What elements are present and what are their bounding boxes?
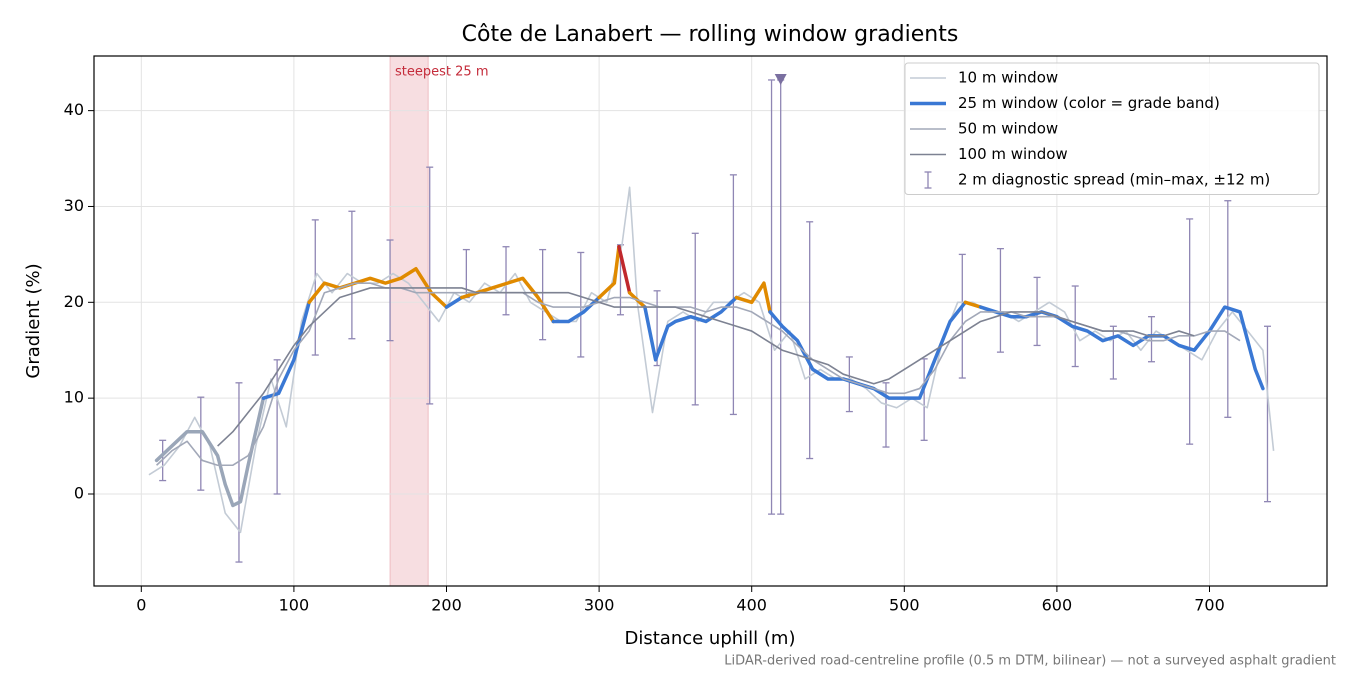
error-bar <box>1263 325 1271 503</box>
legend-label: 25 m window (color = grade band) <box>958 94 1220 112</box>
line-segment <box>643 295 739 362</box>
error-bar <box>386 239 394 342</box>
legend-label: 100 m window <box>958 145 1068 163</box>
error-bar <box>502 246 510 316</box>
line-segment <box>963 300 983 309</box>
marker <box>774 73 787 85</box>
line-segment <box>617 244 632 295</box>
error-bar <box>1109 325 1117 380</box>
error-bar <box>539 248 547 341</box>
y-axis-label: Gradient (%) <box>23 263 44 378</box>
line-segment <box>261 300 311 400</box>
error-bar <box>1186 218 1194 445</box>
y-tick-label: 30 <box>64 196 84 215</box>
error-bar <box>845 356 853 413</box>
x-tick-label: 500 <box>889 596 920 615</box>
footnote: LiDAR-derived road-centreline profile (0… <box>724 654 1336 669</box>
error-bar <box>197 396 205 491</box>
y-tick-label: 20 <box>64 292 84 311</box>
error-bar <box>958 253 966 379</box>
plot-frame <box>93 55 1328 587</box>
x-tick-label: 100 <box>279 596 310 615</box>
x-tick-label: 400 <box>736 596 767 615</box>
error-bar <box>577 251 585 358</box>
error-bar <box>729 174 737 416</box>
x-tick-label: 200 <box>431 596 462 615</box>
legend-label: 10 m window <box>958 69 1058 87</box>
y-tick-label: 0 <box>74 483 84 502</box>
legend-label: 2 m diagnostic spread (min–max, ±12 m) <box>958 171 1270 189</box>
chart-title: Côte de Lanabert — rolling window gradie… <box>462 22 959 47</box>
x-axis-label: Distance uphill (m) <box>625 628 796 649</box>
line-segment <box>307 267 449 309</box>
legend-label: 50 m window <box>958 120 1058 138</box>
error-bar <box>882 382 890 448</box>
error-bar <box>996 247 1004 353</box>
line-segment <box>734 281 772 314</box>
line <box>217 287 1195 447</box>
highlight-span <box>389 55 429 587</box>
x-tick-label: 300 <box>584 596 615 615</box>
highlight-label: steepest 25 m <box>395 65 488 80</box>
x-tick-label: 0 <box>136 596 146 615</box>
x-tick-label: 700 <box>1194 596 1225 615</box>
error-bar <box>1148 316 1156 363</box>
error-bar <box>235 382 243 563</box>
line-segment <box>154 396 266 508</box>
line-segment <box>444 295 464 309</box>
error-bar <box>348 210 356 340</box>
error-bar <box>311 219 319 356</box>
error-bar <box>806 221 814 460</box>
y-tick-label: 40 <box>64 100 84 119</box>
legend-box <box>904 62 1320 195</box>
y-tick-label: 10 <box>64 388 84 407</box>
line-segment <box>597 244 621 300</box>
x-tick-label: 600 <box>1042 596 1073 615</box>
error-bar <box>426 166 434 405</box>
error-bar <box>768 79 776 515</box>
